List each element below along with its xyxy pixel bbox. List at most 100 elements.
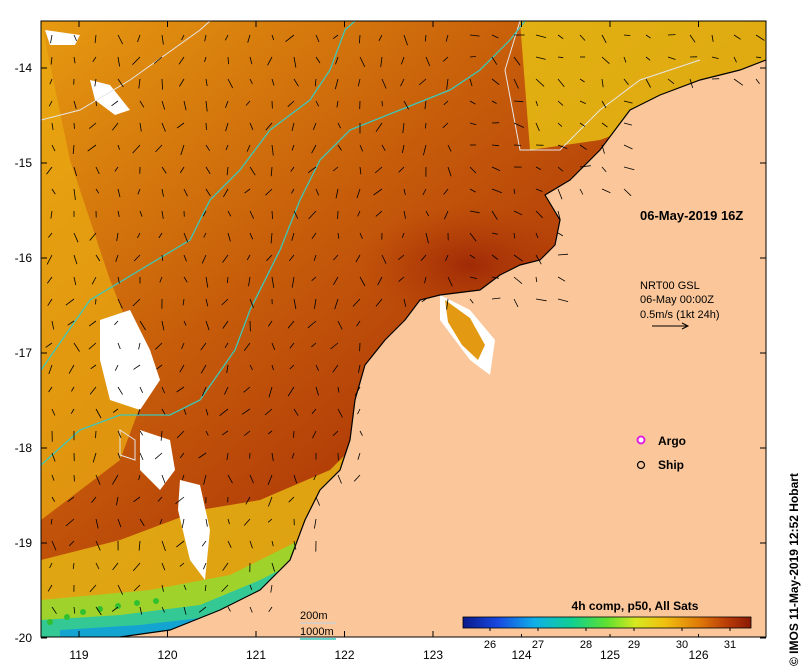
current-arrow	[116, 232, 119, 242]
current-arrow	[689, 78, 694, 89]
current-arrow	[48, 364, 53, 375]
current-arrow	[161, 254, 164, 261]
current-arrow	[755, 78, 760, 84]
current-arrow	[117, 584, 124, 595]
current-arrow	[337, 122, 341, 129]
current-arrow	[176, 540, 185, 548]
current-arrow	[398, 276, 405, 282]
current-source-label: NRT00 GSL	[640, 280, 700, 292]
current-arrow	[139, 122, 142, 132]
current-arrow	[73, 56, 76, 64]
current-arrow	[94, 78, 97, 87]
current-arrow	[513, 100, 524, 103]
current-arrow	[46, 254, 53, 265]
current-arrow	[227, 78, 234, 89]
current-arrow	[138, 78, 141, 89]
current-arrow	[601, 100, 607, 109]
current-arrow	[313, 474, 317, 481]
current-arrow	[47, 298, 53, 306]
current-arrow	[70, 408, 75, 414]
current-arrow	[183, 606, 187, 615]
current-arrow	[315, 56, 321, 64]
current-arrow	[181, 518, 185, 528]
current-arrow	[308, 210, 317, 220]
current-arrow	[334, 298, 339, 310]
current-arrow	[557, 298, 569, 302]
current-arrow	[249, 474, 254, 484]
current-arrow	[557, 122, 563, 127]
y-axis: -14 -15 -16 -17 -18 -19 -20	[15, 61, 766, 645]
current-arrow	[183, 584, 187, 591]
current-arrow	[313, 254, 317, 261]
current-arrow	[330, 342, 339, 350]
colorbar	[462, 616, 752, 629]
current-arrow	[157, 496, 163, 502]
current-arrow	[311, 276, 317, 282]
current-arrow	[402, 144, 405, 154]
current-arrow	[203, 474, 207, 485]
current-arrow	[645, 34, 651, 39]
current-arrow	[336, 100, 339, 108]
current-arrow	[287, 386, 295, 397]
current-arrow	[469, 254, 476, 259]
colorbar-tick-label: 27	[532, 639, 544, 651]
current-arrow	[205, 78, 208, 87]
current-arrow	[179, 562, 185, 567]
current-arrow	[513, 254, 523, 262]
current-arrow	[557, 188, 563, 200]
x-tick-label: 121	[246, 648, 266, 662]
current-arrow	[579, 34, 586, 41]
current-arrow	[114, 166, 119, 172]
current-arrow	[241, 408, 251, 415]
depth-1000-label: 1000m	[300, 626, 334, 638]
current-arrow	[227, 56, 229, 65]
current-arrow	[73, 100, 77, 109]
current-arrow	[354, 386, 361, 396]
current-arrow	[73, 254, 78, 265]
current-arrow	[270, 584, 273, 593]
current-arrow	[381, 78, 387, 89]
current-arrow	[203, 562, 207, 570]
current-arrow	[114, 320, 119, 326]
current-arrow	[359, 56, 366, 67]
current-arrow	[579, 188, 584, 195]
current-arrow	[92, 452, 97, 463]
scale-arrow-icon	[652, 322, 690, 330]
x-tick-label: 124	[511, 648, 531, 662]
current-arrow	[139, 100, 145, 108]
current-arrow	[291, 232, 295, 241]
current-arrow	[579, 165, 591, 168]
current-arrow	[491, 56, 498, 65]
current-arrow	[271, 540, 274, 547]
current-arrow	[755, 34, 765, 41]
current-arrow	[200, 342, 207, 351]
current-arrow	[138, 474, 141, 481]
current-arrow	[535, 276, 538, 283]
current-arrow	[535, 166, 542, 170]
current-arrow	[314, 78, 317, 87]
current-arrow	[115, 254, 119, 262]
current-arrow	[51, 144, 56, 152]
current-arrow	[425, 210, 430, 217]
current-arrow	[201, 254, 207, 264]
current-arrow	[204, 56, 207, 63]
current-arrow	[337, 320, 343, 330]
current-arrow	[266, 254, 273, 262]
current-arrow	[271, 78, 275, 86]
current-arrow	[249, 540, 253, 549]
current-arrow	[623, 78, 629, 86]
current-arrow	[356, 320, 361, 327]
current-arrow	[205, 166, 211, 175]
current-arrow	[116, 496, 119, 506]
y-tick-label: -19	[15, 536, 33, 550]
current-arrow	[161, 474, 166, 484]
current-arrow	[311, 408, 317, 414]
current-arrow	[227, 518, 230, 525]
current-arrow	[424, 100, 427, 110]
current-arrow	[293, 474, 298, 484]
current-arrow	[623, 100, 633, 104]
current-arrow	[359, 166, 362, 175]
current-arrow	[133, 364, 141, 370]
current-arrow	[114, 364, 119, 371]
